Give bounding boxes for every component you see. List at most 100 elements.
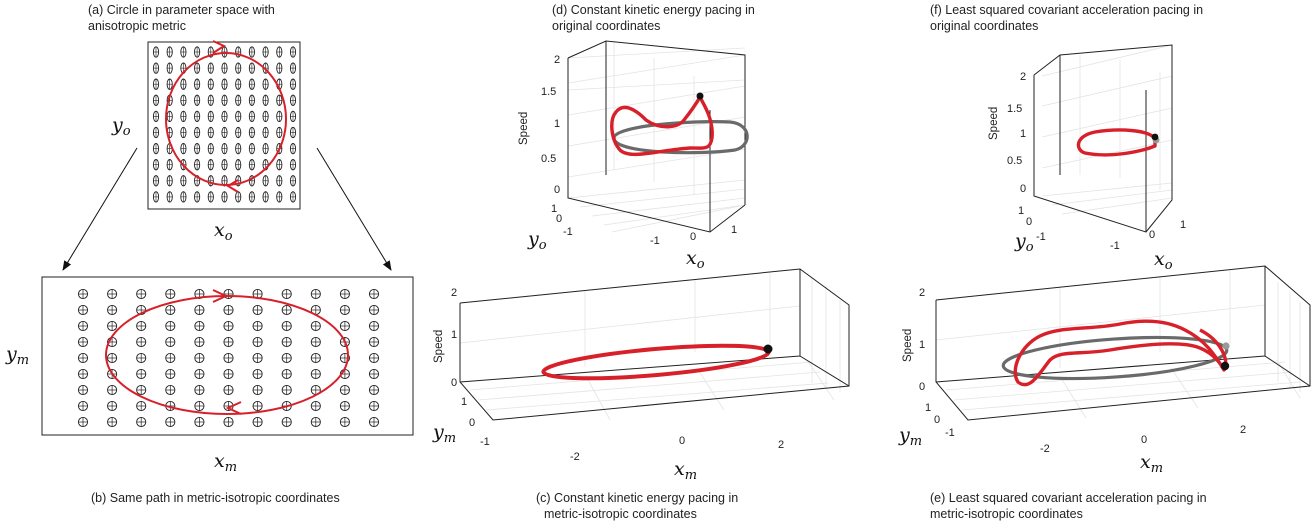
svg-text:0.5: 0.5: [541, 153, 556, 165]
metric-circle-marker: [107, 352, 118, 364]
xlabel-d: xo: [686, 247, 705, 272]
end-marker-e: [1222, 342, 1230, 350]
metric-ellipse-marker: [289, 46, 297, 58]
metric-circle-marker: [339, 320, 350, 332]
panel-d: (d) Constant kinetic energy pacing in or…: [518, 3, 755, 272]
metric-ellipse-marker: [289, 191, 297, 203]
yticks-e: 1 0 -1: [925, 402, 955, 439]
svg-text:0: 0: [919, 381, 925, 393]
metric-circle-marker: [136, 400, 147, 412]
metric-ellipse-marker: [207, 110, 214, 123]
metric-circle-marker: [339, 416, 350, 428]
metric-circle-marker: [368, 416, 380, 428]
metric-circle-marker: [281, 336, 292, 348]
metric-ellipse-marker: [152, 175, 160, 187]
metric-circle-marker: [165, 384, 176, 396]
caption-d-line1: (d) Constant kinetic energy pacing in: [552, 3, 755, 17]
metric-ellipse-marker: [152, 126, 160, 139]
metric-circle-marker: [252, 320, 263, 332]
metric-ellipse-marker: [207, 191, 214, 203]
metric-circle-marker: [223, 320, 234, 332]
svg-text:-1: -1: [1110, 240, 1120, 252]
metric-ellipse-marker: [221, 78, 228, 90]
metric-ellipse-marker: [180, 46, 187, 58]
caption-b: (b) Same path in metric-isotropic coordi…: [91, 491, 340, 505]
metric-ellipse-marker: [166, 62, 173, 74]
metric-circle-marker: [252, 352, 263, 364]
metric-circle-marker: [165, 416, 176, 428]
metric-circle-marker: [77, 400, 89, 412]
metric-circle-marker: [165, 352, 176, 364]
caption-d-line2: original coordinates: [552, 19, 660, 33]
metric-ellipse-marker: [276, 94, 283, 106]
metric-ellipse-marker: [248, 159, 255, 171]
metric-ellipse-grid-a: [152, 46, 297, 203]
svg-text:1: 1: [461, 396, 467, 408]
metric-ellipse-marker: [152, 159, 160, 171]
metric-ellipse-marker: [235, 126, 242, 139]
zticks-c: 2 1 0: [451, 287, 457, 389]
metric-ellipse-marker: [276, 191, 283, 203]
metric-ellipse-marker: [166, 175, 173, 187]
xlabel-f: xo: [1154, 248, 1173, 273]
metric-circle-marker: [252, 368, 263, 380]
svg-text:-1: -1: [945, 427, 955, 439]
metric-circle-marker: [107, 320, 118, 332]
svg-text:0: 0: [1026, 216, 1032, 228]
metric-circle-marker: [310, 400, 321, 412]
metric-circle-marker: [165, 288, 176, 300]
caption-f-line2: original coordinates: [930, 19, 1038, 33]
metric-circle-marker: [77, 336, 89, 348]
metric-circle-marker: [165, 304, 176, 316]
metric-ellipse-marker: [248, 126, 255, 139]
xticks-e: -2 0 2: [1040, 424, 1246, 455]
metric-ellipse-marker: [152, 110, 160, 123]
metric-circle-marker: [107, 400, 118, 412]
metric-circle-marker: [136, 320, 147, 332]
circle-path-a: [165, 52, 287, 186]
ylabel-d: yo: [527, 228, 547, 253]
metric-ellipse-marker: [289, 62, 297, 74]
svg-text:-1: -1: [650, 235, 660, 247]
metric-circle-marker: [107, 416, 118, 428]
xlabel-a: xo: [214, 219, 233, 244]
panel-c: 2 1 0 Speed 1 0 -1 -2 0 2 ym xm (c) Cons…: [432, 268, 850, 521]
metric-ellipse-marker: [166, 191, 173, 203]
metric-circle-marker: [310, 304, 321, 316]
metric-ellipse-marker: [289, 142, 297, 155]
metric-circle-marker: [77, 320, 89, 332]
caption-c-line1: (c) Constant kinetic energy pacing in: [536, 491, 738, 505]
metric-ellipse-marker: [180, 126, 187, 139]
metric-ellipse-marker: [194, 78, 201, 90]
metric-circle-marker: [107, 384, 118, 396]
metric-circle-marker: [77, 352, 89, 364]
svg-text:2: 2: [451, 287, 457, 299]
metric-circle-marker: [368, 400, 380, 412]
metric-circle-marker: [107, 304, 118, 316]
metric-circle-marker: [223, 336, 234, 348]
metric-ellipse-marker: [262, 142, 269, 155]
metric-circle-marker: [136, 288, 147, 300]
zticks-e: 2 1 0: [919, 287, 925, 393]
metric-ellipse-marker: [194, 159, 201, 171]
box-grid-e: [935, 265, 1301, 419]
metric-circle-marker: [310, 336, 321, 348]
metric-circle-marker: [368, 320, 380, 332]
svg-text:0: 0: [934, 414, 940, 426]
direction-arrow-b-bottom: [225, 401, 242, 415]
svg-text:2: 2: [1240, 424, 1246, 436]
caption-a-line1: (a) Circle in parameter space with: [88, 3, 275, 17]
metric-ellipse-marker: [180, 78, 187, 90]
metric-circle-marker: [281, 320, 292, 332]
metric-ellipse-marker: [262, 191, 269, 203]
metric-ellipse-marker: [207, 159, 214, 171]
start-marker-f: [1151, 133, 1159, 141]
svg-text:1: 1: [731, 224, 737, 236]
svg-text:0: 0: [556, 213, 562, 225]
metric-ellipse-marker: [152, 78, 160, 90]
xticks-c: -2 0 2: [570, 435, 784, 463]
zticks-f: 2 1.5 1 0.5 0: [1007, 71, 1026, 195]
speed-trajectory-e: [1013, 319, 1226, 387]
metric-ellipse-marker: [221, 126, 228, 139]
connector-arrow-left: [62, 147, 138, 271]
